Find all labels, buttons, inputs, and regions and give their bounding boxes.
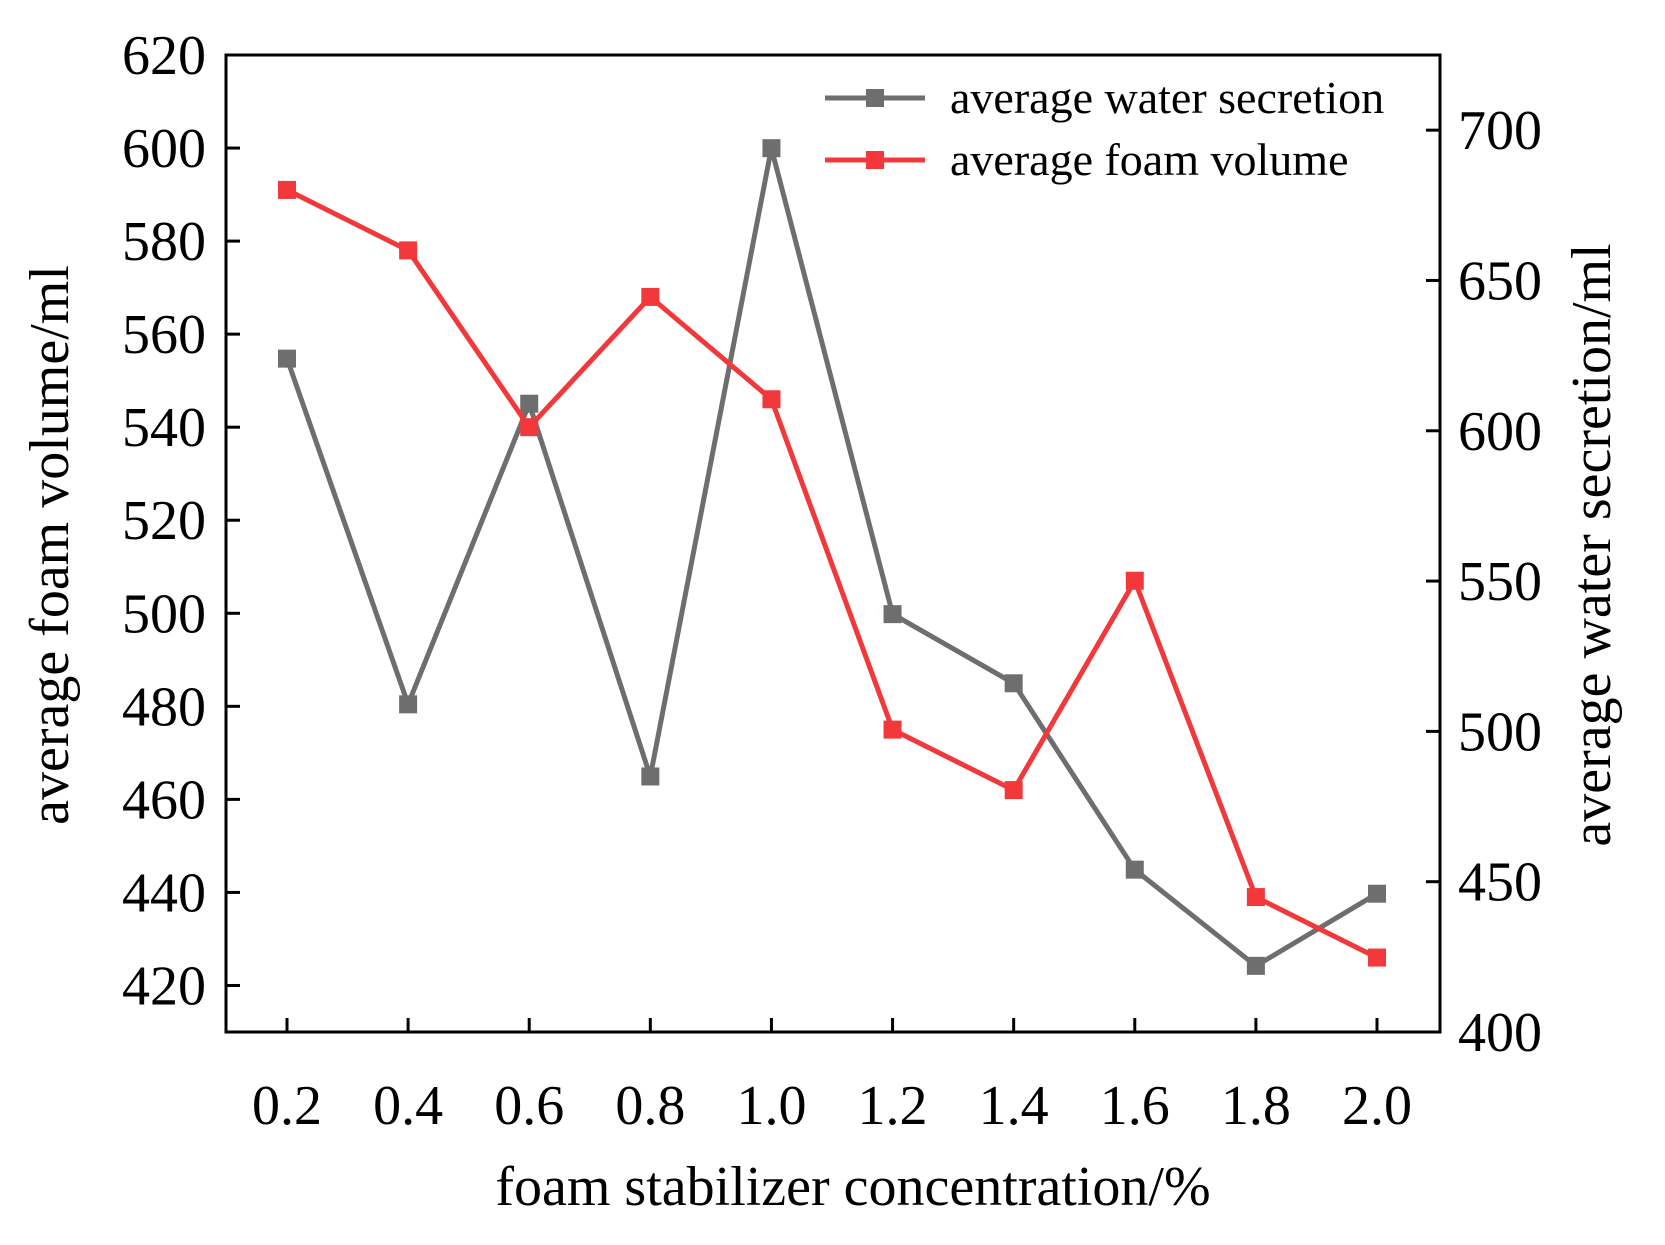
y-right-tick-label: 550 [1458,551,1542,613]
y-right-tick-label: 650 [1458,250,1542,312]
y-left-tick-label: 620 [122,25,206,87]
y-left-tick-label: 440 [122,862,206,924]
y-left-tick-label: 560 [122,304,206,366]
data-point [520,394,539,413]
data-point [1246,888,1265,907]
data-point [762,390,781,409]
x-tick-label: 0.2 [252,1075,322,1137]
y-right-tick-label: 500 [1458,701,1542,763]
y-left-tick-label: 580 [122,211,206,273]
legend: average water secretion average foam volu… [825,72,1384,185]
y-left-tick-label: 520 [122,490,206,552]
x-tick-label: 1.6 [1100,1075,1170,1137]
legend-marker [866,151,884,169]
y-left-tick-label: 460 [122,769,206,831]
y-left-tick-label: 540 [122,397,206,459]
y-right-tick-label: 700 [1458,100,1542,162]
data-point [1368,948,1386,967]
x-tick-label: 2.0 [1342,1075,1412,1137]
series-line [285,187,1379,960]
x-tick-label: 1.0 [736,1075,806,1137]
y-axis-right-title: average water secretion/ml [1561,243,1623,846]
y-left-tick-label: 480 [122,676,206,738]
series-2 [278,180,1386,967]
x-tick-label: 1.2 [858,1075,928,1137]
data-point [278,349,296,368]
data-point [883,605,902,624]
data-point [641,767,660,786]
y-left-tick-label: 600 [122,118,206,180]
data-point [520,418,539,437]
data-point [399,695,418,714]
data-point [1004,674,1023,693]
series-1 [278,139,1386,975]
y-right-tick-label: 600 [1458,401,1542,463]
data-point [1246,956,1265,975]
data-point [399,241,418,260]
x-tick-label: 1.8 [1221,1075,1291,1137]
data-point [1125,571,1144,590]
legend-marker [866,89,884,107]
data-point [1368,884,1386,903]
data-point [883,720,902,739]
series-line [284,147,1379,969]
series-layer [278,139,1386,975]
x-tick-label: 1.4 [979,1075,1049,1137]
data-point [641,287,660,306]
axes-layer: 0.2 0.4 0.6 0.8 1.0 1.2 1.4 1.6 1.8 2.0 420 440 460 4… [122,25,1542,1137]
y-right-tick-label: 450 [1458,852,1542,914]
data-point [762,139,781,158]
y-right-tick-label: 400 [1458,1002,1542,1064]
y-left-tick-label: 420 [122,955,206,1017]
data-point [1004,781,1023,800]
legend-label: average foam volume [950,134,1348,185]
data-point [1125,860,1144,879]
x-tick-label: 0.6 [494,1075,564,1137]
x-tick-label: 0.8 [615,1075,685,1137]
legend-label: average water secretion [950,72,1384,123]
x-tick-label: 0.4 [373,1075,443,1137]
y-left-tick-label: 500 [122,583,206,645]
x-axis-title: foam stabilizer concentration/% [495,1156,1210,1218]
plot-frame [224,53,1442,1034]
y-axis-left-title: average foam volume/ml [19,265,81,825]
data-point [278,180,296,199]
